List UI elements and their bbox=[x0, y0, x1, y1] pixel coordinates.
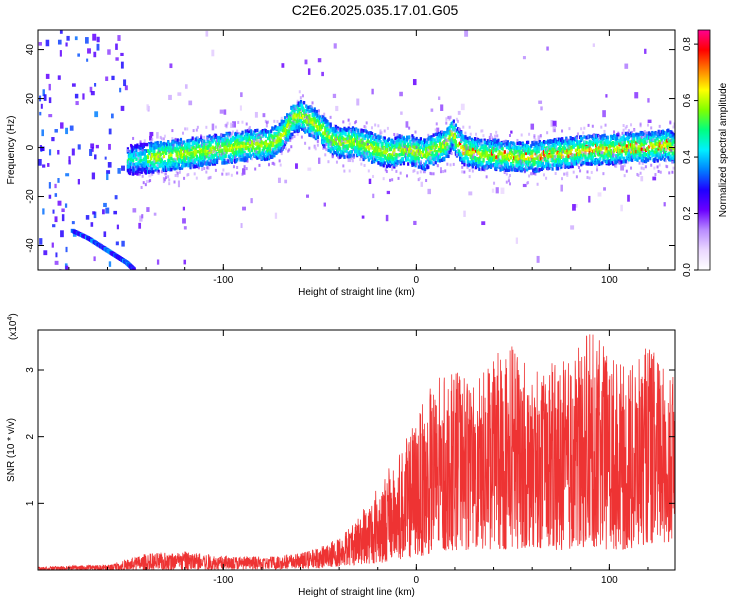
lower-xtick-label: -100 bbox=[213, 575, 233, 586]
upper-xlabel: Height of straight line (km) bbox=[298, 287, 415, 298]
upper-ytick-label: 0 bbox=[25, 144, 36, 150]
lower-ytick-label: 1 bbox=[25, 500, 36, 506]
chart-title: C2E6.2025.035.17.01.G05 bbox=[291, 2, 459, 18]
colorbar-tick-label: 0.2 bbox=[682, 206, 693, 220]
lower-scale-exponent: 4 bbox=[7, 317, 14, 321]
colorbar-tick-label: 0.6 bbox=[682, 93, 693, 107]
colorbar bbox=[697, 29, 711, 271]
upper-ylabel: Frequency (Hz) bbox=[6, 116, 17, 185]
lower-scale-note: (x104) bbox=[7, 313, 19, 340]
upper-ytick-label: -20 bbox=[25, 189, 36, 204]
upper-ytick-label: 20 bbox=[25, 93, 36, 105]
lower-xlabel: Height of straight line (km) bbox=[298, 587, 415, 598]
lower-xtick-label: 100 bbox=[601, 575, 618, 586]
lower-ytick-label: 2 bbox=[25, 433, 36, 439]
snr-series-line bbox=[38, 334, 675, 570]
colorbar-tick-label: 0.4 bbox=[682, 150, 693, 164]
colorbar-tick-label: 0.0 bbox=[682, 263, 693, 277]
lower-plot-frame bbox=[37, 329, 676, 571]
upper-xtick-label: 100 bbox=[601, 275, 618, 286]
upper-xtick-label: 0 bbox=[414, 275, 420, 286]
colorbar-tick-label: 0.8 bbox=[682, 37, 693, 51]
upper-plot-frame bbox=[37, 29, 676, 271]
snr-line-plot bbox=[38, 334, 675, 570]
upper-ytick-label: 40 bbox=[25, 44, 36, 56]
spectrogram-heatmap bbox=[38, 30, 675, 270]
lower-xtick-label: 0 bbox=[414, 575, 420, 586]
lower-ytick-label: 3 bbox=[25, 367, 36, 373]
upper-xtick-label: -100 bbox=[213, 275, 233, 286]
upper-ytick-label: -40 bbox=[25, 238, 36, 253]
lower-ylabel: SNR (10 * v/v) bbox=[6, 418, 17, 482]
colorbar-label: Normalized spectral amplitude bbox=[718, 82, 729, 217]
